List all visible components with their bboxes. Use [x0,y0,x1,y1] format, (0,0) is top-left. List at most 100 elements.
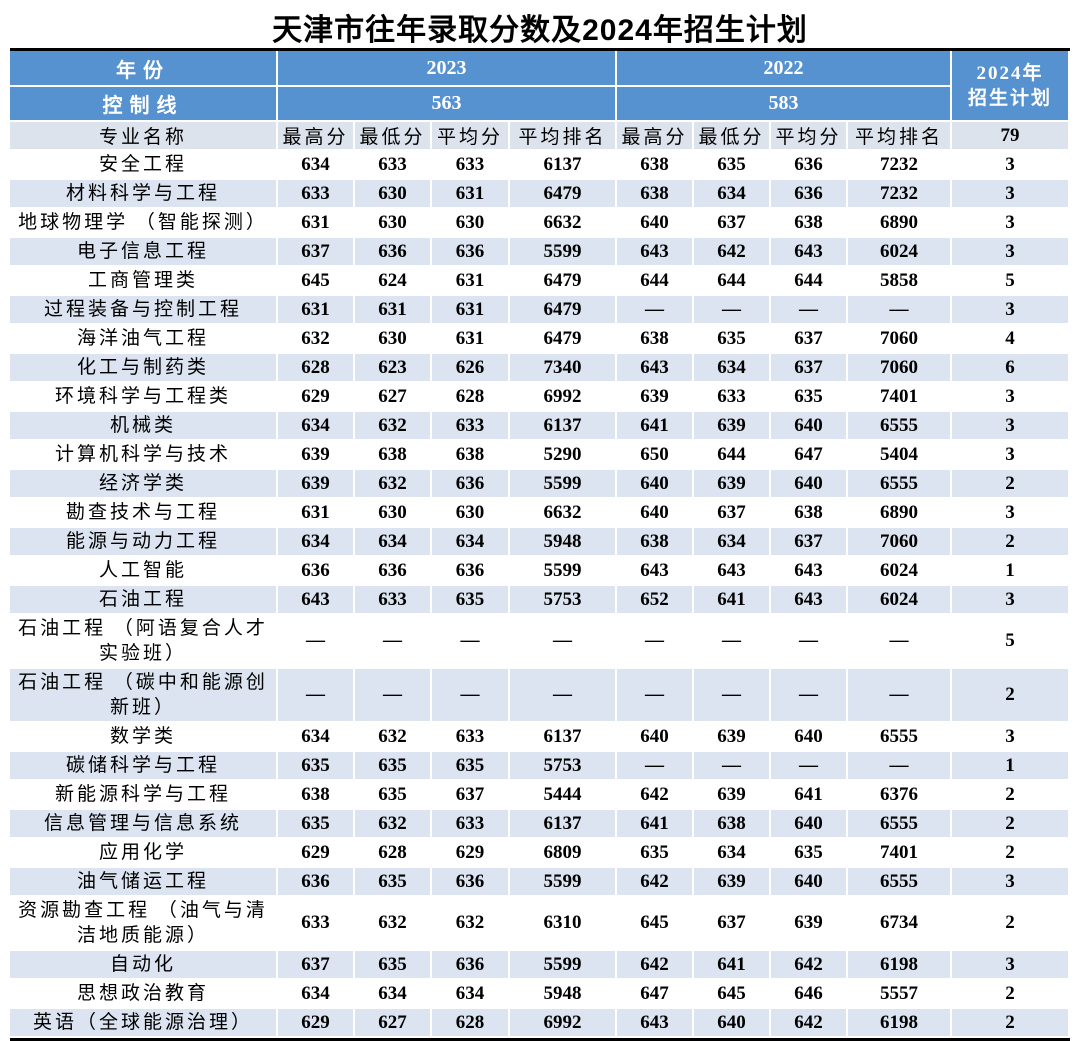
score-2022-cell: 641 [617,810,694,839]
score-2022-cell: 638 [771,209,848,238]
score-2023-cell: 6479 [510,267,617,296]
score-2023-cell: 637 [278,951,355,980]
score-2022-cell: 7060 [848,354,952,383]
plan-count-cell: 2 [952,528,1070,557]
score-2023-cell: 631 [432,296,510,325]
plan-count-cell: 3 [952,151,1070,180]
score-2023-cell: 634 [278,980,355,1009]
plan-count-cell: 3 [952,499,1070,528]
table-row: 新能源科学与工程 638 635 637 5444 642 639 641 6376 2 [10,781,1070,810]
major-name-cell: 海洋油气工程 [10,325,278,354]
major-name-cell: 石油工程 （碳中和能源创新班） [10,669,278,723]
major-name-cell: 碳储科学与工程 [10,752,278,781]
major-name-cell: 勘查技术与工程 [10,499,278,528]
score-2023-cell: 635 [355,752,432,781]
score-2023-cell: 5599 [510,951,617,980]
major-name-cell: 应用化学 [10,839,278,868]
score-2023-cell: 634 [278,723,355,752]
score-2023-cell: 5753 [510,586,617,615]
score-2022-cell: 638 [617,528,694,557]
score-2022-cell: 639 [771,897,848,951]
score-2023-cell: 635 [355,781,432,810]
score-2023-cell: — [278,615,355,669]
table-row: 石油工程 （碳中和能源创新班） — — — — — — — —2 [10,669,1070,723]
score-2023-cell: 632 [355,810,432,839]
score-2023-cell: 633 [432,151,510,180]
score-2022-cell: — [848,615,952,669]
score-2022-cell: — [771,669,848,723]
score-2023-cell: 630 [355,325,432,354]
score-2022-cell: — [694,615,771,669]
score-2022-cell: 644 [617,267,694,296]
score-2022-cell: 639 [694,412,771,441]
table-row: 计算机科学与技术 639 638 638 5290 650 644 647 5404 3 [10,441,1070,470]
table-row: 资源勘查工程 （油气与清洁地质能源） 633 632 632 6310 645 637 639… [10,897,1070,951]
major-name-cell: 计算机科学与技术 [10,441,278,470]
score-2023-cell: 628 [432,383,510,412]
score-2023-cell: 633 [278,897,355,951]
score-2022-cell: 6555 [848,412,952,441]
score-2022-cell: 635 [771,383,848,412]
score-2022-cell: — [771,615,848,669]
table-row: 经济学类 639 632 636 5599 640 639 640 6555 2 [10,470,1070,499]
major-name-cell: 地球物理学 （智能探测） [10,209,278,238]
score-2023-cell: 632 [355,897,432,951]
score-2022-cell: 647 [617,980,694,1009]
score-2023-cell: 629 [278,383,355,412]
score-2022-cell: — [771,752,848,781]
score-2022-cell: 636 [771,151,848,180]
score-2023-cell: — [432,615,510,669]
score-2022-cell: 5404 [848,441,952,470]
score-2023-cell: 624 [355,267,432,296]
table-row: 工商管理类 645 624 631 6479 644 644 644 5858 5 [10,267,1070,296]
plan-count-cell: 2 [952,470,1070,499]
table-header: 年份 2023 2022 2024年 招生计划 控制线 563 583 专业名称… [10,51,1070,151]
score-2023-cell: 635 [432,586,510,615]
plan-count-cell: 2 [952,980,1070,1009]
score-2023-cell: 635 [355,868,432,897]
table-row: 勘查技术与工程 631 630 630 6632 640 637 638 6890 3 [10,499,1070,528]
score-2023-cell: 636 [432,868,510,897]
score-2023-cell: 635 [355,951,432,980]
score-2023-cell: 634 [355,980,432,1009]
score-2022-cell: 643 [617,354,694,383]
score-2023-cell: — [355,669,432,723]
score-2022-cell: 6024 [848,557,952,586]
score-2023-cell: 628 [355,839,432,868]
year-label-cell: 年份 [10,51,278,87]
major-name-cell: 思想政治教育 [10,980,278,1009]
plan-count-cell: 6 [952,354,1070,383]
score-2023-cell: 638 [278,781,355,810]
major-name-cell: 机械类 [10,412,278,441]
score-2022-cell: 638 [694,810,771,839]
score-2023-cell: 5599 [510,238,617,267]
score-2023-cell: 629 [278,1009,355,1038]
score-2023-cell: — [432,669,510,723]
score-2023-cell: 634 [278,151,355,180]
table-row: 地球物理学 （智能探测） 631 630 630 6632 640 637 638 6890 3 [10,209,1070,238]
score-2023-cell: 6137 [510,810,617,839]
score-2022-cell: 639 [617,383,694,412]
plan-count-cell: 3 [952,586,1070,615]
score-2023-cell: 631 [432,180,510,209]
score-2023-cell: 638 [432,441,510,470]
table-row: 化工与制药类 628 623 626 7340 643 634 637 7060 6 [10,354,1070,383]
score-2023-cell: 634 [278,412,355,441]
score-2023-cell: 635 [432,752,510,781]
score-2022-cell: 642 [694,238,771,267]
score-2023-cell: 634 [278,528,355,557]
score-2022-cell: 6734 [848,897,952,951]
subcol-2023-min: 最低分 [355,122,432,151]
score-2023-cell: 6310 [510,897,617,951]
score-2022-cell: — [617,752,694,781]
table-row: 思想政治教育 634 634 634 5948 647 645 646 5557 2 [10,980,1070,1009]
score-2022-cell: 645 [617,897,694,951]
plan-count-cell: 2 [952,897,1070,951]
score-2022-cell: 637 [694,499,771,528]
score-2022-cell: — [617,615,694,669]
score-2023-cell: 630 [355,499,432,528]
score-2022-cell: 6024 [848,586,952,615]
table-row: 安全工程 634 633 633 6137 638 635 636 7232 3 [10,151,1070,180]
subcol-2022-min: 最低分 [694,122,771,151]
score-2023-cell: 630 [355,209,432,238]
